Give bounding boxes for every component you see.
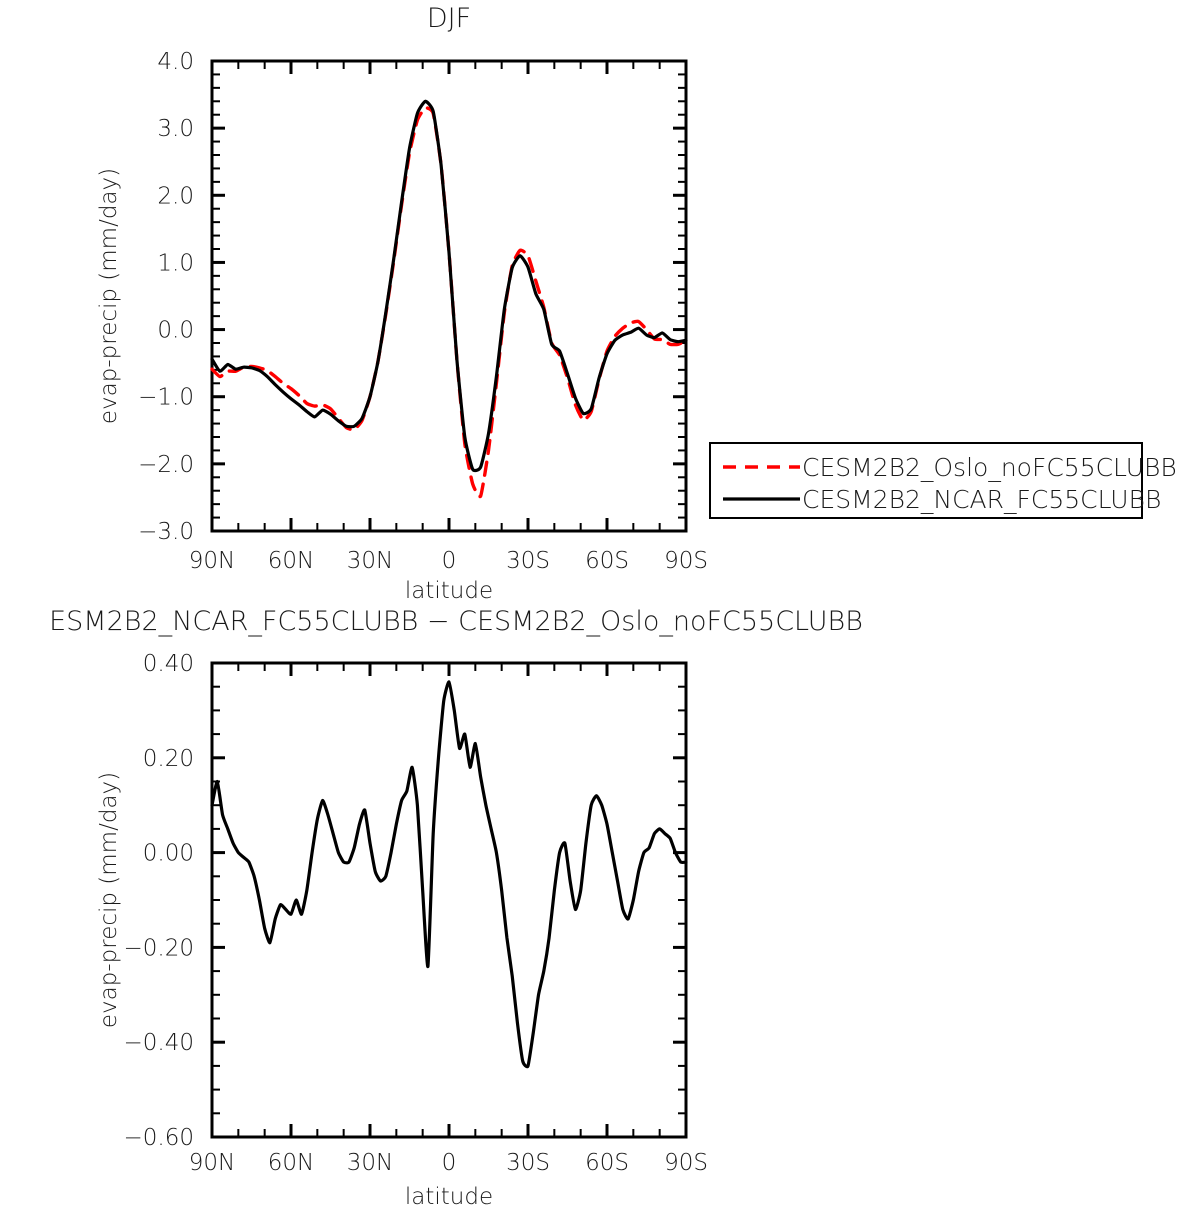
top-y-axis-label: evap-precip (mm/day): [96, 168, 122, 424]
y-tick-label: 2.0: [157, 183, 194, 209]
series-line-solid: [210, 680, 688, 1069]
top-x-tick-labels: 90N 60N 30N 0 30S 60S 90S: [189, 548, 708, 574]
y-tick-label: 0.40: [143, 651, 194, 677]
x-tick-label: 60S: [585, 1150, 629, 1176]
legend-items: CESM2B2_Oslo_noFC55CLUBB CESM2B2_NCAR_FC5…: [723, 453, 1177, 514]
bottom-x-tick-labels: 90N 60N 30N 0 30S 60S 90S: [189, 1150, 708, 1176]
y-tick-label: −2.0: [138, 452, 194, 478]
top-panel-title: DJF: [427, 3, 471, 34]
bottom-panel: 90N 60N 30N 0 30S 60S 90S 0.40 0.20 0.00 −0.20 −0.…: [96, 651, 708, 1210]
top-series-group: [210, 99, 688, 499]
y-tick-label: −3.0: [138, 519, 194, 545]
x-tick-label: 60S: [585, 548, 629, 574]
legend: CESM2B2_Oslo_noFC55CLUBB CESM2B2_NCAR_FC5…: [709, 442, 1177, 519]
y-tick-label: −0.60: [124, 1125, 194, 1151]
x-tick-label: 30N: [347, 1150, 393, 1176]
x-tick-label: 0: [442, 1150, 457, 1176]
bottom-y-axis-label: evap-precip (mm/day): [96, 772, 122, 1028]
y-tick-label: 1.0: [157, 250, 194, 276]
y-tick-label: 0.00: [143, 841, 194, 867]
top-y-tick-labels: 4.0 3.0 2.0 1.0 0.0 −1.0 −2.0 −3.0: [138, 49, 194, 545]
plot-frame-rect: [210, 59, 688, 533]
top-axis-ticks: [210, 59, 688, 533]
x-tick-label: 0: [442, 548, 457, 574]
y-tick-label: −1.0: [138, 385, 194, 411]
x-tick-label: 60N: [268, 1150, 314, 1176]
top-panel: DJF 90N 60N 30N 0 30S 60S 90S 4.0 3.0 2.0 1.0 0.0 −…: [96, 3, 708, 604]
top-x-axis-label: latitude: [405, 578, 493, 604]
plot-frame-rect: [210, 661, 688, 1139]
x-tick-label: 90S: [664, 1150, 708, 1176]
bottom-axis-ticks: [210, 661, 688, 1139]
legend-label-2: CESM2B2_NCAR_FC55CLUBB: [802, 485, 1161, 514]
legend-label-1: CESM2B2_Oslo_noFC55CLUBB: [802, 453, 1177, 482]
x-tick-label: 30N: [347, 548, 393, 574]
y-tick-label: −0.20: [124, 935, 194, 961]
y-tick-label: 4.0: [157, 49, 194, 75]
bottom-plot-frame: [210, 661, 688, 1139]
x-tick-label: 60N: [268, 548, 314, 574]
x-tick-label: 30S: [506, 548, 550, 574]
x-tick-label: 90N: [189, 548, 235, 574]
bottom-y-tick-labels: 0.40 0.20 0.00 −0.20 −0.40 −0.60: [124, 651, 194, 1151]
legend-box: [709, 442, 1143, 519]
bottom-x-axis-label: latitude: [405, 1184, 493, 1210]
x-tick-label: 90N: [189, 1150, 235, 1176]
series-line-dashed: [210, 106, 688, 499]
y-tick-label: 0.20: [143, 746, 194, 772]
top-plot-frame: [210, 59, 688, 533]
x-tick-label: 30S: [506, 1150, 550, 1176]
y-tick-label: 3.0: [157, 116, 194, 142]
series-line-solid: [210, 99, 688, 473]
x-tick-label: 90S: [664, 548, 708, 574]
bottom-panel-title: ESM2B2_NCAR_FC55CLUBB − CESM2B2_Oslo_noF…: [49, 606, 863, 637]
y-tick-label: 0.0: [157, 318, 194, 344]
y-tick-label: −0.40: [124, 1030, 194, 1056]
bottom-series-group: [210, 680, 688, 1069]
